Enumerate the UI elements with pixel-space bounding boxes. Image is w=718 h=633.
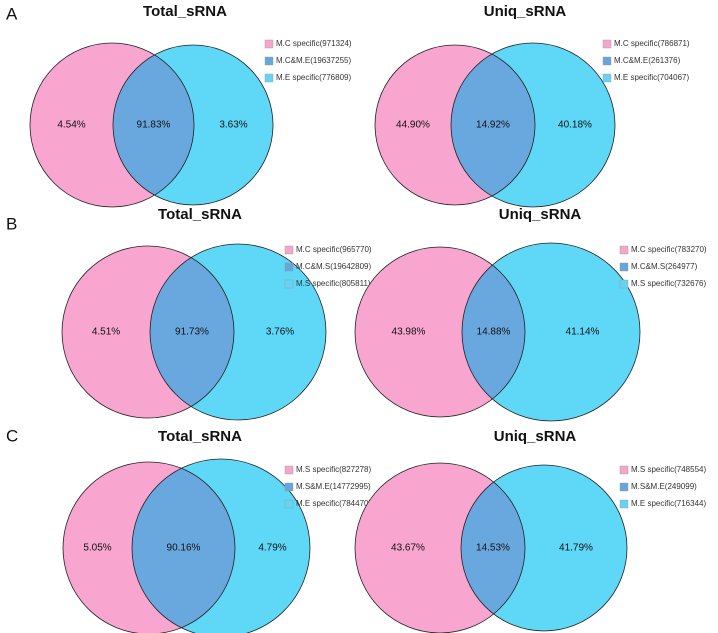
region-label: 4.54% bbox=[57, 120, 85, 131]
chart-title: Uniq_sRNA bbox=[484, 3, 567, 20]
chart-title: Uniq_sRNA bbox=[494, 428, 577, 445]
legend-entry: M.S specific(748554) bbox=[631, 465, 706, 474]
legend-entry: M.S specific(827278) bbox=[296, 465, 371, 474]
legend-entry: M.C&M.E(261376) bbox=[614, 56, 681, 65]
panel-label: A bbox=[6, 4, 18, 23]
region-label: 40.18% bbox=[558, 120, 592, 131]
legend-swatch bbox=[602, 39, 612, 49]
region-label: 90.16% bbox=[167, 543, 201, 554]
region-label: 41.79% bbox=[559, 543, 593, 554]
region-label: 4.51% bbox=[92, 327, 120, 338]
set-overlap bbox=[132, 462, 235, 633]
set-outline bbox=[131, 458, 311, 633]
region-label: 4.79% bbox=[258, 543, 286, 554]
legend-entry: M.E specific(784470) bbox=[296, 499, 371, 508]
chart-title: Total_sRNA bbox=[158, 206, 242, 223]
panel-label: B bbox=[6, 214, 17, 233]
legend-entry: M.S&M.E(14772995) bbox=[296, 482, 371, 491]
legend-entry: M.E specific(776809) bbox=[276, 73, 351, 82]
legend-swatch bbox=[619, 279, 629, 289]
legend-entry: M.E specific(716344) bbox=[631, 499, 706, 508]
legend-entry: M.S specific(732676) bbox=[631, 279, 706, 288]
chart-title: Total_sRNA bbox=[143, 3, 227, 20]
legend-swatch bbox=[284, 279, 294, 289]
region-label: 14.92% bbox=[476, 120, 510, 131]
region-label: 41.14% bbox=[566, 327, 600, 338]
legend-swatch bbox=[284, 482, 294, 492]
set-outline bbox=[374, 44, 536, 206]
legend-entry: M.C&M.S(264977) bbox=[631, 262, 698, 271]
legend-swatch bbox=[284, 465, 294, 475]
set-outline bbox=[61, 245, 235, 419]
legend-swatch bbox=[602, 56, 612, 66]
legend-swatch bbox=[619, 482, 629, 492]
region-label: 3.63% bbox=[219, 120, 247, 131]
panel-label: C bbox=[6, 426, 18, 445]
legend-entry: M.C specific(971324) bbox=[276, 39, 352, 48]
legend-entry: M.E specific(704067) bbox=[614, 73, 689, 82]
set-outline bbox=[354, 462, 526, 633]
set-outline bbox=[354, 246, 526, 418]
set-outline bbox=[112, 44, 274, 206]
legend-swatch bbox=[264, 39, 274, 49]
legend-swatch bbox=[619, 465, 629, 475]
legend-entry: M.S&M.E(249099) bbox=[631, 482, 697, 491]
legend-entry: M.C specific(786871) bbox=[614, 39, 690, 48]
set-outline bbox=[450, 42, 616, 208]
set-overlap bbox=[451, 45, 535, 205]
legend-swatch bbox=[284, 245, 294, 255]
chart-title: Total_sRNA bbox=[158, 428, 242, 445]
legend-swatch bbox=[284, 499, 294, 509]
set-outline bbox=[460, 464, 628, 632]
legend-entry: M.C&M.E(19637255) bbox=[276, 56, 351, 65]
legend-swatch bbox=[619, 262, 629, 272]
region-label: 91.73% bbox=[175, 327, 209, 338]
legend-swatch bbox=[264, 56, 274, 66]
region-label: 43.67% bbox=[391, 543, 425, 554]
legend-entry: M.C specific(783270) bbox=[631, 245, 707, 254]
set-overlap bbox=[113, 45, 194, 205]
set-outline bbox=[62, 461, 236, 633]
legend-swatch bbox=[619, 245, 629, 255]
legend-swatch bbox=[284, 262, 294, 272]
legend-swatch bbox=[619, 499, 629, 509]
legend-entry: M.S specific(805811) bbox=[296, 279, 371, 288]
region-label: 3.76% bbox=[266, 327, 294, 338]
chart-title: Uniq_sRNA bbox=[499, 206, 582, 223]
region-label: 44.90% bbox=[396, 120, 430, 131]
set-overlap bbox=[462, 247, 525, 417]
legend-swatch bbox=[602, 73, 612, 83]
region-label: 14.88% bbox=[477, 327, 511, 338]
set-outline bbox=[461, 242, 641, 422]
region-label: 91.83% bbox=[137, 120, 171, 131]
region-label: 43.98% bbox=[392, 327, 426, 338]
region-label: 14.53% bbox=[476, 543, 510, 554]
set-outline bbox=[29, 42, 195, 208]
region-label: 5.05% bbox=[83, 543, 111, 554]
set-overlap bbox=[461, 465, 525, 631]
set-overlap bbox=[150, 246, 234, 418]
legend-entry: M.C&M.S(19642809) bbox=[296, 262, 371, 271]
set-outline bbox=[149, 243, 327, 421]
legend-entry: M.C specific(965770) bbox=[296, 245, 372, 254]
legend-swatch bbox=[264, 73, 274, 83]
